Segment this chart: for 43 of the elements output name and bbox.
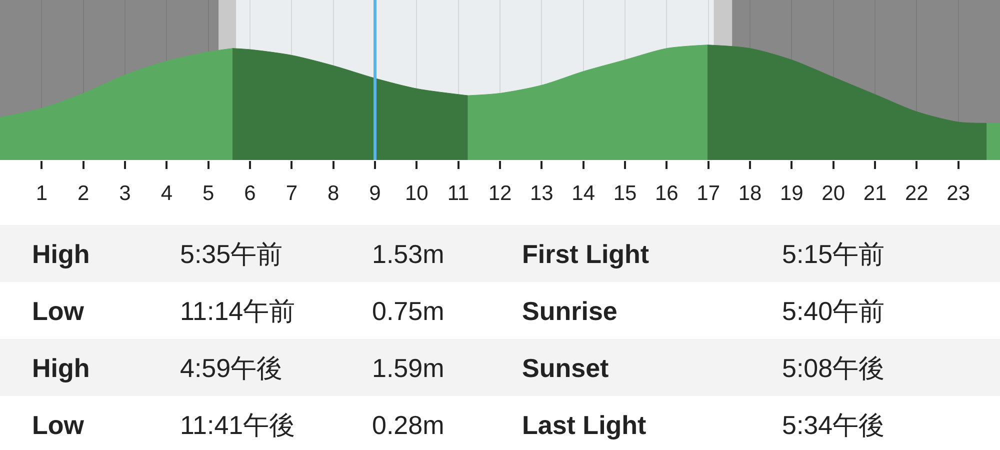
x-tick-label: 14: [572, 182, 596, 206]
x-tick-label: 3: [119, 182, 131, 206]
text: First Light: [522, 239, 650, 269]
x-tick-label: 2: [77, 182, 90, 206]
text: 1.53m: [372, 239, 444, 269]
x-tick-label: 15: [613, 182, 637, 206]
x-tick-label: 21: [863, 182, 887, 206]
x-tick-label: 17: [696, 182, 720, 206]
x-tick-label: 19: [780, 182, 804, 206]
x-tick-label: 7: [286, 182, 298, 206]
text: 4:59午後: [180, 353, 283, 383]
text: Sunrise: [522, 296, 618, 326]
text: 0.75m: [372, 296, 444, 326]
text: High: [32, 239, 90, 269]
x-tick-label: 8: [327, 182, 340, 206]
text: 11:14午前: [180, 296, 296, 326]
text: Low: [32, 296, 85, 326]
x-tick-label: 22: [904, 182, 928, 206]
text: 1.59m: [372, 353, 444, 383]
text: 5:08午後: [782, 353, 885, 383]
text: 5:35午前: [180, 239, 283, 269]
x-tick-label: 12: [488, 182, 512, 206]
x-tick-label: 20: [822, 182, 846, 206]
text: 5:40午前: [782, 296, 885, 326]
x-tick-label: 18: [738, 182, 762, 206]
x-tick-label: 6: [244, 182, 256, 206]
text: 0.28m: [372, 410, 444, 440]
text: 11:41午後: [180, 410, 296, 440]
x-tick-label: 16: [654, 182, 678, 206]
x-tick-label: 11: [447, 182, 470, 206]
x-tick-label: 1: [36, 182, 48, 206]
text: Sunset: [522, 353, 610, 383]
x-tick-label: 10: [404, 182, 428, 206]
x-tick-label: 4: [160, 182, 173, 206]
text: High: [32, 353, 90, 383]
x-tick-label: 5: [202, 182, 214, 206]
text: 5:15午前: [782, 239, 885, 269]
x-tick-label: 13: [530, 182, 554, 206]
text: Last Light: [522, 410, 647, 440]
x-tick-label: 23: [946, 182, 970, 206]
x-tick-label: 9: [369, 182, 381, 206]
text: Low: [32, 410, 85, 440]
text: 5:34午後: [782, 410, 885, 440]
